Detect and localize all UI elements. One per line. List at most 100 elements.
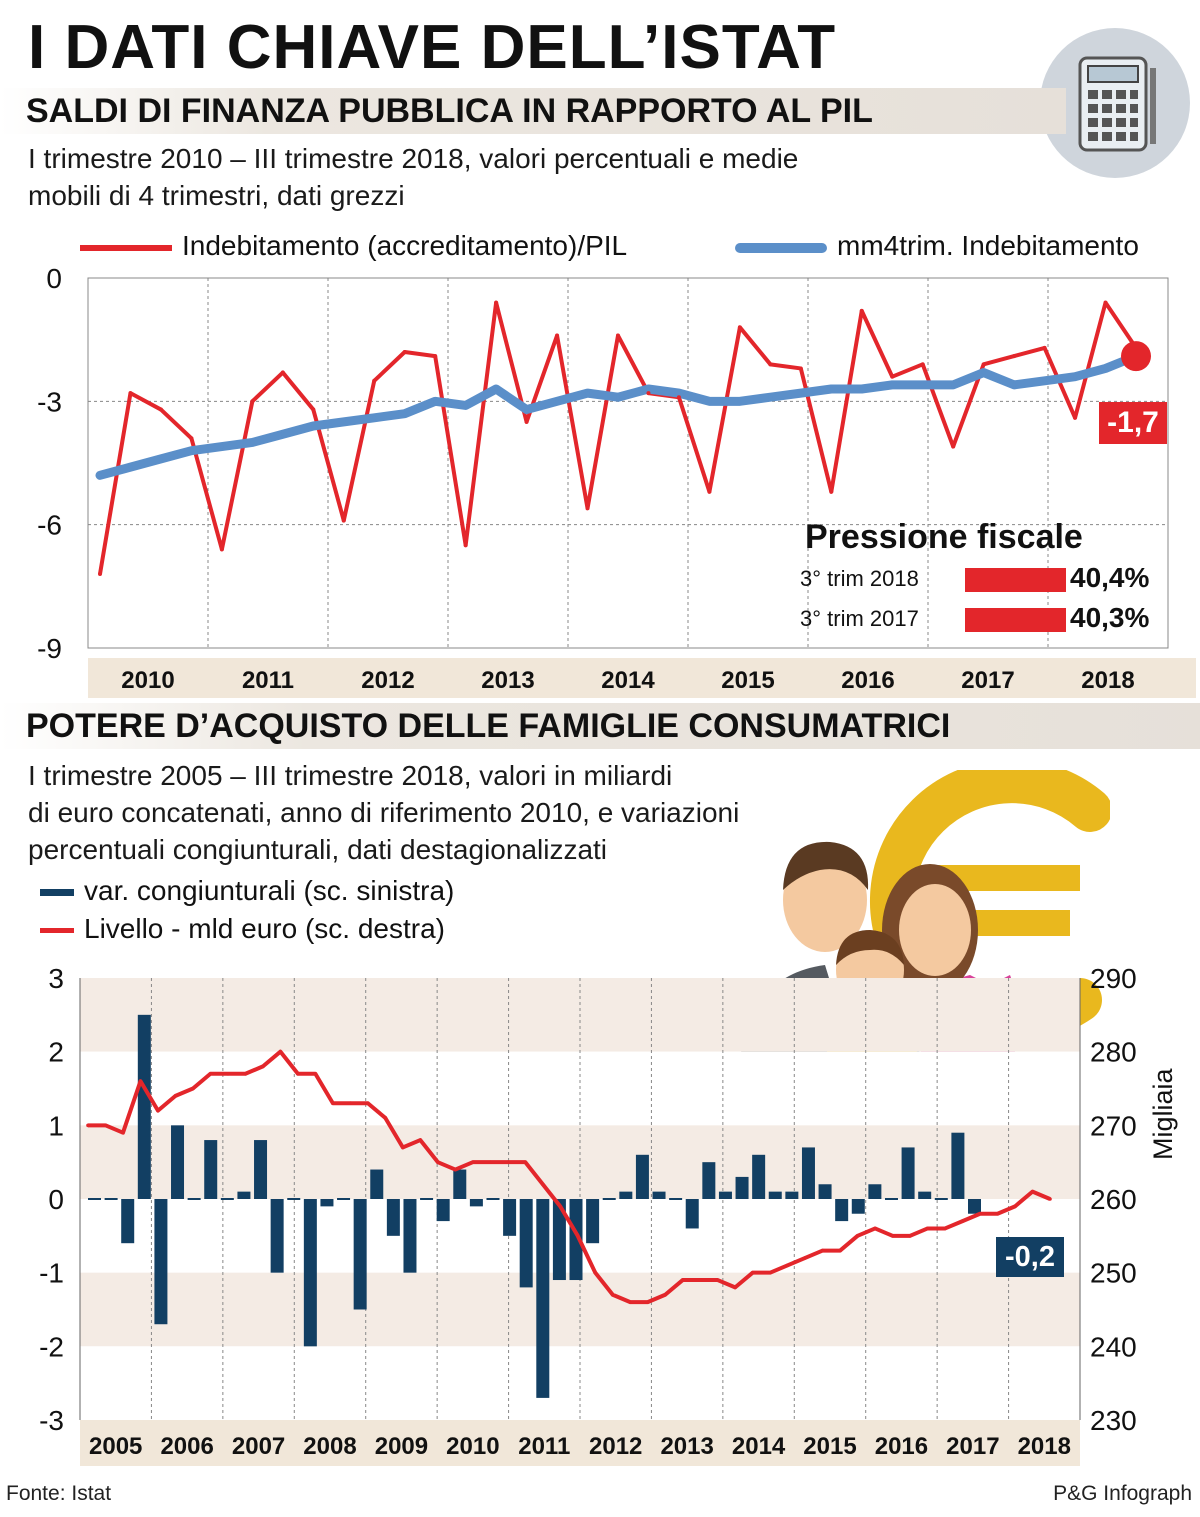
data-point-mm4trim <box>1012 382 1017 387</box>
legend-label: Livello - mld euro (sc. destra) <box>84 913 446 944</box>
data-point-livello <box>873 1226 877 1231</box>
x-tick-label: 2013 <box>481 667 534 694</box>
bar-var-congiunturale <box>901 1147 915 1199</box>
x-tick-label: 2008 <box>303 1433 356 1460</box>
data-point-indebitamento <box>189 436 194 441</box>
legend-item-livello: Livello - mld euro (sc. destra) <box>40 913 445 945</box>
bar-var-congiunturale <box>469 1199 483 1207</box>
data-point-livello <box>453 1167 458 1172</box>
bar-var-congiunturale <box>220 1198 234 1200</box>
data-point-indebitamento <box>737 325 742 330</box>
bar-var-congiunturale <box>154 1199 168 1325</box>
data-point-livello <box>593 1270 598 1275</box>
pressione-row-label: 3° trim 2018 <box>800 566 919 591</box>
y-tick-label-right: 260 <box>1090 1184 1137 1215</box>
data-point-livello <box>733 1285 737 1290</box>
data-point-livello <box>890 1234 895 1238</box>
section1-title: SALDI DI FINANZA PUBBLICA IN RAPPORTO AL… <box>0 88 1066 134</box>
x-tick-label: 2018 <box>1081 667 1134 694</box>
bar-var-congiunturale <box>353 1199 367 1310</box>
bar-var-congiunturale <box>254 1140 268 1199</box>
data-point-livello <box>855 1234 860 1238</box>
data-point-livello <box>925 1226 930 1231</box>
data-point-mm4trim <box>524 407 529 412</box>
data-point-livello <box>978 1211 982 1216</box>
data-point-indebitamento <box>280 370 285 375</box>
data-point-livello <box>680 1278 685 1282</box>
x-tick-label: 2016 <box>841 667 894 694</box>
bar-var-congiunturale <box>918 1191 932 1199</box>
data-point-indebitamento <box>433 354 438 359</box>
data-point-livello <box>313 1071 318 1076</box>
bar-var-congiunturale <box>337 1198 351 1200</box>
data-point-indebitamento <box>920 362 925 367</box>
x-tick-label: 2011 <box>242 667 294 694</box>
bar-var-congiunturale <box>171 1125 185 1199</box>
last-value-badge: -1,7 <box>1099 402 1167 444</box>
data-point-indebitamento <box>859 308 864 313</box>
bar-var-congiunturale <box>187 1198 201 1200</box>
x-tick-label: 2011 <box>518 1433 570 1460</box>
data-point-livello <box>383 1116 388 1120</box>
data-point-mm4trim <box>372 415 377 420</box>
data-point-livello <box>820 1248 825 1253</box>
data-point-mm4trim <box>98 473 102 478</box>
data-point-livello <box>785 1263 790 1268</box>
data-point-indebitamento <box>829 489 834 494</box>
source-note: Fonte: Istat <box>6 1482 112 1505</box>
bar-var-congiunturale <box>303 1199 317 1347</box>
data-point-mm4trim <box>798 391 803 396</box>
y-tick-label: -6 <box>37 510 62 541</box>
last-value-badge-2: -0,2 <box>996 1237 1064 1277</box>
data-point-livello <box>628 1300 633 1304</box>
data-point-indebitamento <box>707 489 712 494</box>
data-point-livello <box>768 1270 772 1275</box>
data-point-mm4trim <box>1073 374 1078 379</box>
bar-var-congiunturale <box>934 1198 948 1200</box>
data-point-livello <box>243 1071 248 1076</box>
legend-swatch-red <box>40 928 74 934</box>
data-point-livello <box>278 1049 283 1054</box>
section1-subtitle-line1: I trimestre 2010 – III trimestre 2018, v… <box>28 143 799 174</box>
section1-subtitle-line2: mobili di 4 trimestri, dati grezzi <box>28 180 405 211</box>
data-point-livello <box>803 1256 807 1260</box>
x-tick-label: 2015 <box>803 1433 856 1460</box>
data-point-livello <box>191 1086 195 1091</box>
bar-var-congiunturale <box>386 1199 400 1236</box>
data-point-livello <box>750 1270 755 1275</box>
x-tick-label: 2012 <box>361 667 414 694</box>
bar-var-congiunturale <box>536 1199 550 1398</box>
bar-var-congiunturale <box>320 1199 334 1207</box>
x-tick-label: 2014 <box>601 667 655 694</box>
chart1-year-band <box>88 658 1196 698</box>
chart-potere-acquisto: 3 2 1 0 -1 -2 -3 290 280 270 260 250 240 230 2005 200… <box>39 963 1137 1466</box>
bar-var-congiunturale <box>104 1198 118 1200</box>
bar-var-congiunturale <box>204 1140 218 1199</box>
data-point-livello <box>471 1160 475 1164</box>
data-point-indebitamento <box>646 391 651 396</box>
y-tick-label-left: 1 <box>48 1110 64 1141</box>
bar-var-congiunturale <box>403 1199 417 1273</box>
data-point-livello <box>663 1292 667 1297</box>
data-point-livello <box>156 1108 160 1113</box>
right-axis-label: Migliaia <box>1148 1068 1178 1160</box>
bar-var-congiunturale <box>586 1199 600 1244</box>
bar-var-congiunturale <box>951 1132 965 1199</box>
bar-var-congiunturale <box>851 1199 865 1214</box>
data-point-indebitamento <box>951 444 956 449</box>
data-point-mm4trim <box>981 370 986 375</box>
bar-var-congiunturale <box>602 1198 616 1200</box>
legend-swatch-navy <box>40 889 74 897</box>
y-tick-label: 0 <box>46 263 62 294</box>
data-point-indebitamento <box>494 300 499 305</box>
data-point-mm4trim <box>859 387 864 391</box>
data-point-indebitamento <box>1012 354 1017 359</box>
x-tick-label: 2009 <box>375 1433 428 1460</box>
data-point-indebitamento <box>158 407 163 412</box>
bar-var-congiunturale <box>735 1176 749 1199</box>
data-point-mm4trim <box>646 387 651 391</box>
data-point-livello <box>943 1226 947 1231</box>
legend-item-var-congiunturali: var. congiunturali (sc. sinistra) <box>40 875 454 907</box>
y-tick-label-left: -1 <box>39 1258 64 1289</box>
data-point-mm4trim <box>555 399 560 404</box>
